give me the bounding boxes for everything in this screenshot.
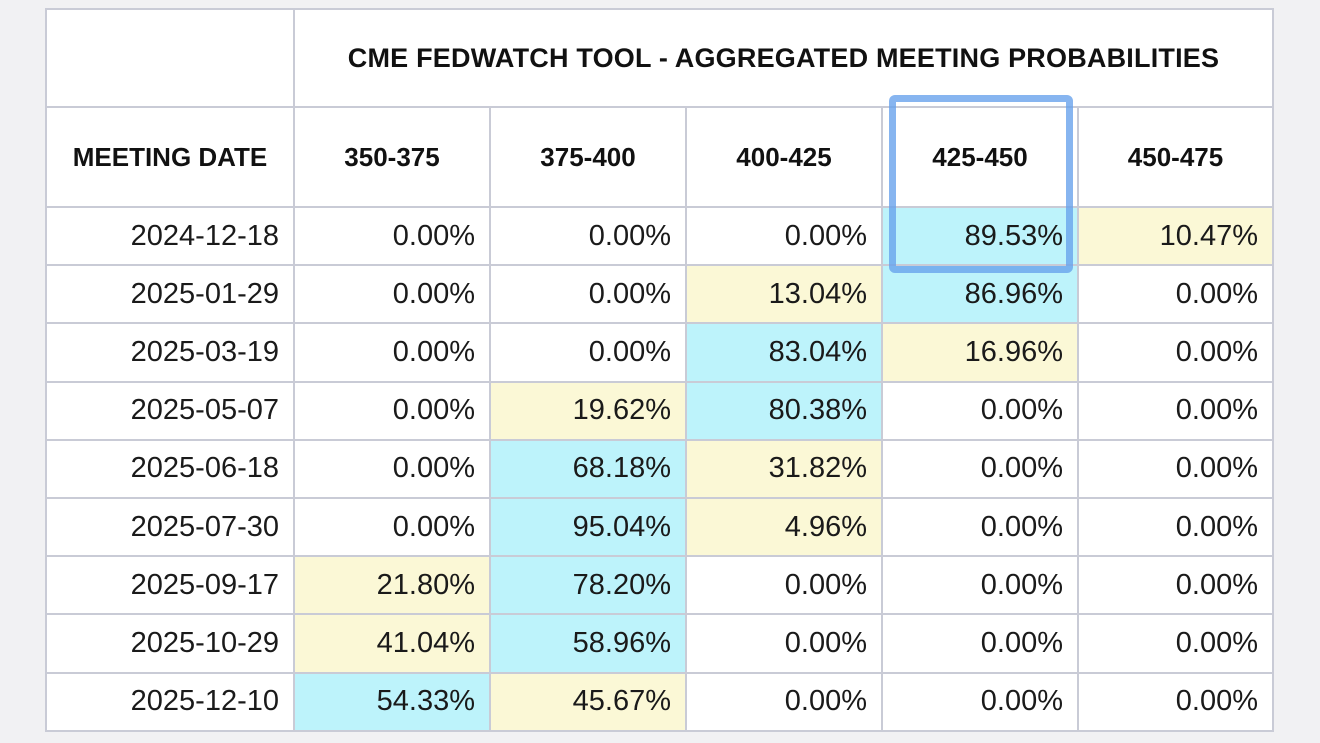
- probability-cell: 13.04%: [685, 264, 883, 325]
- probability-cell: 0.00%: [881, 496, 1079, 558]
- probability-cell: 0.00%: [1076, 671, 1275, 732]
- probability-cell: 54.33%: [293, 671, 491, 732]
- fedwatch-table-container: CME FEDWATCH TOOL - AGGREGATED MEETING P…: [45, 8, 1275, 732]
- probability-cell: 89.53%: [881, 205, 1079, 267]
- column-header-425-450: 425-450: [881, 106, 1079, 208]
- probability-cell: 45.67%: [489, 671, 687, 732]
- column-header-row: MEETING DATE 350-375 375-400 400-425 425…: [45, 106, 1275, 208]
- table-row: 2025-03-19 0.00% 0.00% 83.04% 16.96% 0.0…: [45, 322, 1275, 383]
- meeting-date-cell: 2025-03-19: [45, 322, 295, 383]
- probability-cell: 0.00%: [489, 205, 687, 267]
- probability-cell: 0.00%: [881, 671, 1079, 732]
- table-row: 2025-12-10 54.33% 45.67% 0.00% 0.00% 0.0…: [45, 671, 1275, 732]
- column-header-350-375: 350-375: [293, 106, 491, 208]
- meeting-date-cell: 2025-07-30: [45, 496, 295, 558]
- meeting-date-header: MEETING DATE: [45, 106, 295, 208]
- probability-cell: 0.00%: [685, 205, 883, 267]
- probability-cell: 0.00%: [881, 380, 1079, 441]
- probability-cell: 83.04%: [685, 322, 883, 383]
- probability-cell: 0.00%: [293, 322, 491, 383]
- probability-cell: 0.00%: [1076, 613, 1275, 674]
- probability-cell: 0.00%: [489, 264, 687, 325]
- probability-cell: 95.04%: [489, 496, 687, 558]
- table-body: 2024-12-18 0.00% 0.00% 0.00% 89.53% 10.4…: [45, 205, 1275, 732]
- probability-cell: 0.00%: [293, 205, 491, 267]
- probability-cell: 0.00%: [685, 613, 883, 674]
- table-row: 2025-06-18 0.00% 68.18% 31.82% 0.00% 0.0…: [45, 438, 1275, 499]
- probability-cell: 80.38%: [685, 380, 883, 441]
- table-row: 2025-09-17 21.80% 78.20% 0.00% 0.00% 0.0…: [45, 555, 1275, 616]
- table-row: 2024-12-18 0.00% 0.00% 0.00% 89.53% 10.4…: [45, 205, 1275, 267]
- column-header-400-425: 400-425: [685, 106, 883, 208]
- meeting-date-cell: 2025-01-29: [45, 264, 295, 325]
- meeting-date-cell: 2024-12-18: [45, 205, 295, 267]
- probability-cell: 0.00%: [1076, 496, 1275, 558]
- probability-cell: 31.82%: [685, 438, 883, 499]
- meeting-date-cell: 2025-12-10: [45, 671, 295, 732]
- probability-cell: 0.00%: [685, 671, 883, 732]
- probability-cell: 0.00%: [293, 264, 491, 325]
- probability-cell: 0.00%: [1076, 438, 1275, 499]
- probability-cell: 10.47%: [1076, 205, 1275, 267]
- probability-cell: 68.18%: [489, 438, 687, 499]
- probability-cell: 86.96%: [881, 264, 1079, 325]
- table-row: 2025-05-07 0.00% 19.62% 80.38% 0.00% 0.0…: [45, 380, 1275, 441]
- table-row: 2025-01-29 0.00% 0.00% 13.04% 86.96% 0.0…: [45, 264, 1275, 325]
- table-row: 2025-07-30 0.00% 95.04% 4.96% 0.00% 0.00…: [45, 496, 1275, 558]
- corner-empty-cell: [45, 8, 295, 108]
- column-header-375-400: 375-400: [489, 106, 687, 208]
- probability-cell: 19.62%: [489, 380, 687, 441]
- meeting-date-cell: 2025-06-18: [45, 438, 295, 499]
- probability-cell: 0.00%: [293, 380, 491, 441]
- table-title-row: CME FEDWATCH TOOL - AGGREGATED MEETING P…: [45, 8, 1275, 108]
- meeting-date-cell: 2025-05-07: [45, 380, 295, 441]
- probability-cell: 78.20%: [489, 555, 687, 616]
- table-row: 2025-10-29 41.04% 58.96% 0.00% 0.00% 0.0…: [45, 613, 1275, 674]
- probability-cell: 16.96%: [881, 322, 1079, 383]
- probability-cell: 0.00%: [685, 555, 883, 616]
- probability-cell: 41.04%: [293, 613, 491, 674]
- probability-cell: 0.00%: [489, 322, 687, 383]
- probability-cell: 21.80%: [293, 555, 491, 616]
- meeting-date-cell: 2025-09-17: [45, 555, 295, 616]
- table-title: CME FEDWATCH TOOL - AGGREGATED MEETING P…: [292, 8, 1275, 108]
- probability-cell: 0.00%: [293, 438, 491, 499]
- fedwatch-probability-table: CME FEDWATCH TOOL - AGGREGATED MEETING P…: [45, 8, 1275, 732]
- probability-cell: 0.00%: [1076, 322, 1275, 383]
- probability-cell: 0.00%: [1076, 264, 1275, 325]
- column-header-450-475: 450-475: [1076, 106, 1275, 208]
- probability-cell: 0.00%: [881, 613, 1079, 674]
- meeting-date-cell: 2025-10-29: [45, 613, 295, 674]
- probability-cell: 0.00%: [881, 438, 1079, 499]
- probability-cell: 0.00%: [881, 555, 1079, 616]
- probability-cell: 0.00%: [1076, 380, 1275, 441]
- probability-cell: 4.96%: [685, 496, 883, 558]
- probability-cell: 58.96%: [489, 613, 687, 674]
- probability-cell: 0.00%: [293, 496, 491, 558]
- probability-cell: 0.00%: [1076, 555, 1275, 616]
